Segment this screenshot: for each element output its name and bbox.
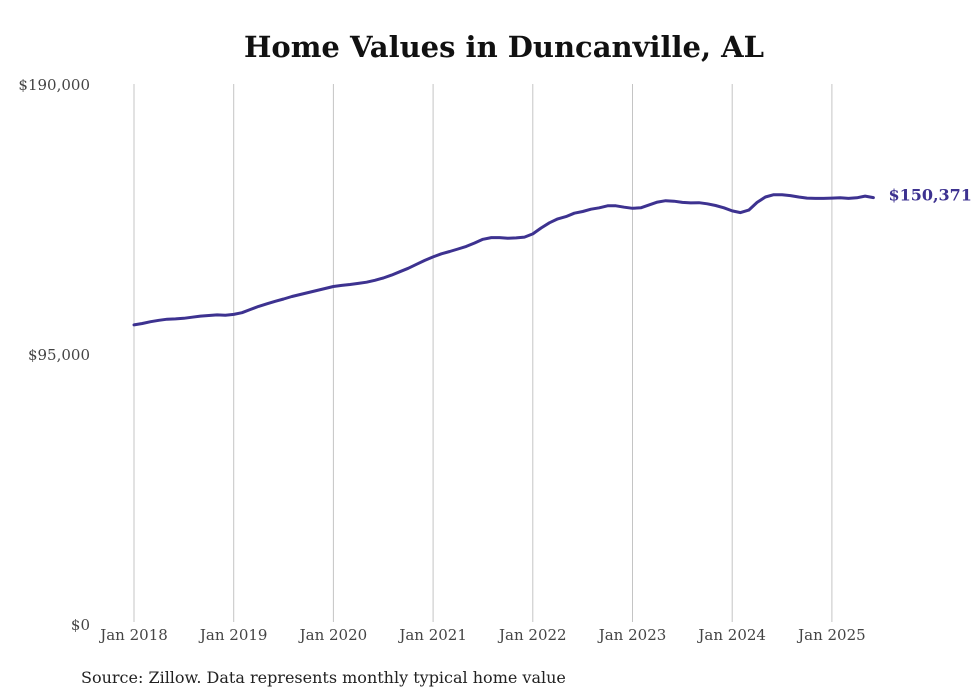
series-line	[132, 193, 875, 327]
y-axis-ticks: $0 $95,000 $190,000	[18, 76, 90, 634]
x-tick-label: Jan 2025	[796, 626, 866, 644]
data-labels: $150,371	[888, 186, 972, 205]
x-tick-label: Jan 2020	[298, 626, 368, 644]
y-tick-label: $0	[71, 616, 90, 634]
x-tick-label: Jan 2019	[198, 626, 268, 644]
x-tick-label: Jan 2024	[696, 626, 766, 644]
x-tick-label: Jan 2022	[497, 626, 567, 644]
x-tick-label: Jan 2018	[98, 626, 168, 644]
gridlines	[133, 84, 833, 622]
x-tick-label: Jan 2021	[397, 626, 467, 644]
source-note: Source: Zillow. Data represents monthly …	[81, 668, 566, 687]
chart-title: Home Values in Duncanville, AL	[243, 30, 765, 64]
y-tick-label: $190,000	[18, 76, 90, 94]
x-axis-ticks: Jan 2018 Jan 2019 Jan 2020 Jan 2021 Jan 2022…	[98, 626, 865, 644]
series-lines	[132, 193, 875, 327]
end-value-label: $150,371	[888, 186, 972, 205]
y-tick-label: $95,000	[28, 346, 90, 364]
x-tick-label: Jan 2023	[597, 626, 667, 644]
